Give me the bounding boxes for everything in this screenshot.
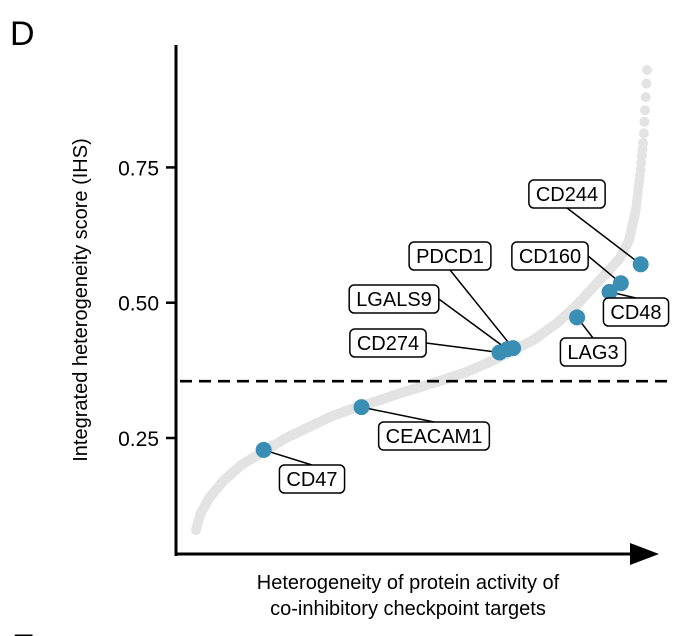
gene-label: PDCD1 (416, 246, 484, 268)
gene-label-box: PDCD1 (408, 241, 492, 271)
gene-label-box: CD47 (278, 464, 346, 494)
background-point (638, 138, 649, 148)
gene-label: LGALS9 (356, 289, 432, 311)
x-axis-title-line-2: co-inhibitory checkpoint targets (270, 598, 546, 620)
label-box-border (348, 284, 440, 314)
next-panel-letter: E (12, 628, 35, 636)
highlighted-point (612, 275, 629, 292)
leader-line (263, 449, 313, 466)
label-box-border (602, 297, 670, 327)
label-box-border (349, 328, 427, 358)
background-point (639, 116, 650, 127)
gene-label-box: LAG3 (559, 337, 627, 367)
background-point (640, 92, 651, 103)
label-box-border (278, 464, 346, 494)
gene-label: CEACAM1 (386, 426, 483, 448)
gene-label-box: CD48 (602, 297, 670, 327)
label-box-border (377, 421, 491, 451)
gene-label-box: LGALS9 (348, 284, 440, 314)
gene-label-box: CD160 (511, 241, 589, 271)
leader-line (361, 406, 435, 423)
highlighted-point (632, 256, 649, 273)
label-box-border (559, 337, 627, 367)
y-ticks: 0.25 0.50 0.75 (118, 157, 176, 451)
leader-lines (263, 207, 642, 466)
highlighted-points (255, 256, 649, 458)
gene-label: LAG3 (567, 342, 618, 364)
y-tick-label: 0.50 (118, 293, 159, 316)
highlighted-point (255, 441, 272, 458)
background-point (642, 65, 652, 75)
label-box-border (408, 241, 492, 271)
leader-line (449, 269, 514, 349)
y-tick-label: 0.25 (118, 428, 159, 451)
background-point (641, 78, 652, 89)
leader-line (566, 207, 642, 265)
gene-label: CD244 (536, 184, 598, 206)
gene-label: CD47 (286, 469, 337, 491)
highlighted-point (505, 340, 522, 357)
highlighted-point (601, 283, 618, 300)
label-box-border (528, 179, 606, 209)
gene-label-box: CD274 (349, 328, 427, 358)
gene-label: CD160 (519, 246, 581, 268)
highlighted-point (569, 309, 586, 326)
gene-label-box: CEACAM1 (377, 421, 491, 451)
background-point (640, 105, 651, 116)
panel-letter: D (10, 15, 35, 53)
y-tick-label: 0.75 (118, 157, 159, 180)
background-point (638, 128, 649, 139)
y-axis-title: Integrated heterogeneity score (IHS) (70, 138, 92, 462)
highlighted-point (353, 399, 370, 416)
label-box-border (511, 241, 589, 271)
leader-line (438, 298, 508, 350)
gene-labels: CD47 CEACAM1 CD274 LGALS9 PDCD1 LAG3 CD48 CD160… (278, 179, 670, 494)
gene-label-box: CD244 (528, 179, 606, 209)
x-axis-arrowhead (630, 543, 659, 565)
gene-label: CD48 (610, 302, 661, 324)
leader-line (426, 342, 500, 354)
gene-label: CD274 (357, 333, 419, 355)
x-axis-title-line-1: Heterogeneity of protein activity of (257, 572, 560, 594)
